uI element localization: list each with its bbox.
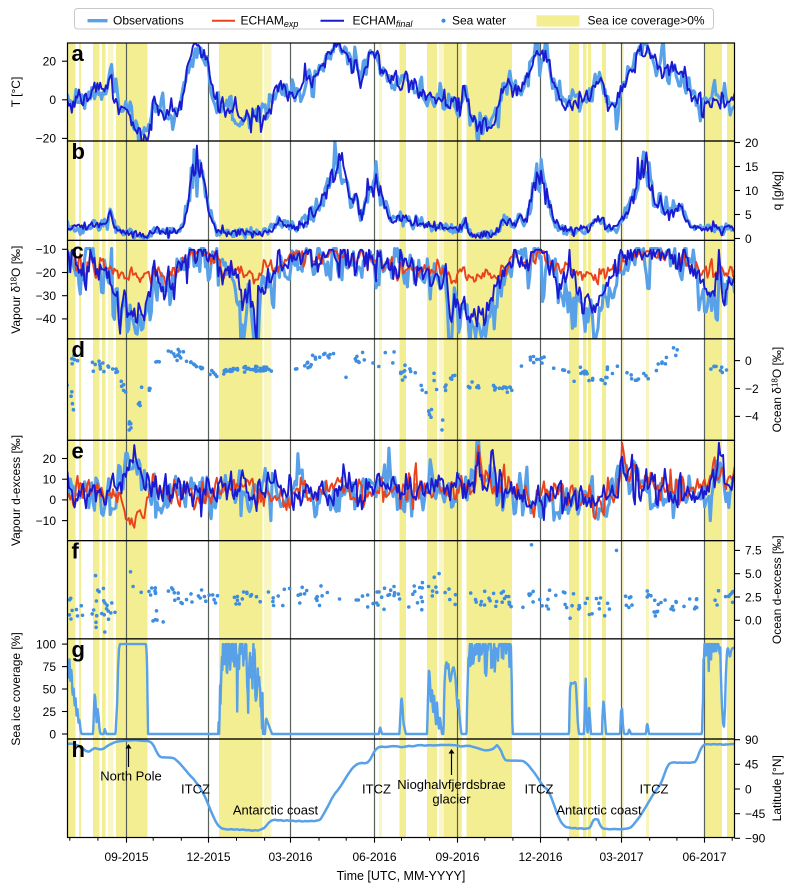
svg-text:Ocean d-excess [‰]: Ocean d-excess [‰] [770, 535, 784, 644]
svg-text:ITCZ: ITCZ [525, 782, 554, 797]
svg-text:a: a [72, 41, 85, 66]
svg-text:50: 50 [43, 682, 57, 696]
svg-text:Latitude [°N]: Latitude [°N] [770, 755, 784, 821]
svg-text:Ocean δ18O [‰]: Ocean δ18O [‰] [770, 347, 784, 433]
svg-text:Antarctic coast: Antarctic coast [233, 803, 319, 818]
svg-text:−4: −4 [745, 410, 759, 424]
svg-text:f: f [72, 539, 80, 564]
svg-text:75: 75 [43, 660, 57, 674]
svg-text:5: 5 [745, 208, 752, 222]
svg-text:0: 0 [745, 782, 752, 796]
svg-text:Time [UTC, MM-YYYY]: Time [UTC, MM-YYYY] [337, 869, 466, 883]
svg-text:−20: −20 [36, 132, 57, 146]
svg-text:7.5: 7.5 [745, 544, 762, 558]
svg-text:2.5: 2.5 [745, 590, 762, 604]
svg-text:10: 10 [43, 473, 57, 487]
svg-text:0: 0 [745, 232, 752, 246]
svg-text:Nioghalvfjerdsbrae: Nioghalvfjerdsbrae [397, 777, 505, 792]
svg-text:Antarctic coast: Antarctic coast [556, 803, 642, 818]
svg-text:0: 0 [49, 93, 56, 107]
svg-text:Observations: Observations [113, 14, 184, 28]
svg-text:q [g/kg]: q [g/kg] [770, 171, 784, 210]
svg-text:0: 0 [745, 354, 752, 368]
svg-text:−30: −30 [36, 289, 57, 303]
svg-text:ITCZ: ITCZ [640, 782, 669, 797]
svg-text:−45: −45 [745, 807, 766, 821]
svg-text:0: 0 [49, 493, 56, 507]
svg-text:09-2015: 09-2015 [104, 850, 148, 864]
svg-text:03-2016: 03-2016 [268, 850, 312, 864]
svg-text:−90: −90 [745, 832, 766, 846]
svg-text:09-2016: 09-2016 [435, 850, 479, 864]
svg-text:T [°C]: T [°C] [9, 77, 23, 108]
svg-text:Sea water: Sea water [452, 14, 506, 28]
svg-text:15: 15 [745, 160, 759, 174]
svg-text:03-2017: 03-2017 [599, 850, 643, 864]
svg-text:Sea ice coverage>0%: Sea ice coverage>0% [588, 14, 705, 28]
svg-text:12-2016: 12-2016 [518, 850, 562, 864]
svg-text:45: 45 [745, 758, 759, 772]
svg-text:5.0: 5.0 [745, 567, 762, 581]
svg-text:0.0: 0.0 [745, 614, 762, 628]
svg-text:20: 20 [43, 55, 57, 69]
svg-text:0: 0 [49, 727, 56, 741]
svg-text:North Pole: North Pole [100, 769, 161, 784]
svg-text:06-2016: 06-2016 [352, 850, 396, 864]
svg-text:−40: −40 [36, 312, 57, 326]
svg-text:100: 100 [36, 637, 56, 651]
svg-text:c: c [72, 238, 84, 263]
svg-text:−20: −20 [36, 266, 57, 280]
svg-text:12-2015: 12-2015 [186, 850, 230, 864]
svg-text:−10: −10 [36, 514, 57, 528]
svg-text:b: b [72, 139, 85, 164]
svg-text:ITCZ: ITCZ [181, 782, 210, 797]
svg-text:10: 10 [745, 184, 759, 198]
svg-text:Sea ice coverage [%]: Sea ice coverage [%] [9, 632, 23, 745]
svg-text:g: g [72, 637, 85, 662]
svg-text:h: h [72, 737, 85, 762]
svg-text:20: 20 [745, 136, 759, 150]
svg-text:90: 90 [745, 733, 759, 747]
svg-text:20: 20 [43, 452, 57, 466]
svg-text:ITCZ: ITCZ [362, 782, 391, 797]
svg-text:25: 25 [43, 705, 57, 719]
svg-text:Vapour d-excess [‰]: Vapour d-excess [‰] [9, 435, 23, 546]
svg-text:glacier: glacier [432, 792, 471, 807]
svg-text:Vapour δ18O [‰]: Vapour δ18O [‰] [9, 246, 23, 334]
svg-text:e: e [72, 438, 84, 463]
svg-text:−2: −2 [745, 382, 759, 396]
svg-text:−10: −10 [36, 243, 57, 257]
svg-text:d: d [72, 337, 85, 362]
svg-text:06-2017: 06-2017 [682, 850, 726, 864]
